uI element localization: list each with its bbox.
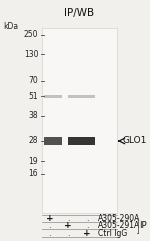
Text: 250: 250 bbox=[24, 30, 38, 40]
Bar bbox=[44, 95, 62, 98]
Text: A305-290A: A305-290A bbox=[98, 214, 140, 223]
Bar bbox=[68, 137, 95, 145]
Text: .: . bbox=[67, 228, 69, 238]
Text: 28: 28 bbox=[29, 136, 38, 146]
Text: IP: IP bbox=[140, 221, 147, 230]
Text: 130: 130 bbox=[24, 50, 38, 59]
Text: +: + bbox=[83, 228, 91, 238]
Text: .: . bbox=[48, 228, 51, 238]
Text: +: + bbox=[46, 214, 53, 223]
Text: +: + bbox=[64, 221, 72, 230]
Text: 16: 16 bbox=[29, 169, 38, 178]
Text: .: . bbox=[48, 221, 51, 230]
Text: 38: 38 bbox=[29, 111, 38, 120]
Text: 51: 51 bbox=[29, 92, 38, 101]
Bar bbox=[42, 28, 117, 213]
Text: .: . bbox=[67, 214, 69, 223]
Text: GLO1: GLO1 bbox=[123, 136, 147, 146]
Bar bbox=[68, 95, 95, 98]
Text: 19: 19 bbox=[29, 157, 38, 166]
Text: .: . bbox=[86, 221, 88, 230]
Text: .: . bbox=[86, 214, 88, 223]
Text: A305-291A: A305-291A bbox=[98, 221, 140, 230]
Text: Ctrl IgG: Ctrl IgG bbox=[98, 228, 127, 238]
Bar bbox=[44, 137, 62, 145]
Text: 70: 70 bbox=[28, 76, 38, 85]
Text: IP/WB: IP/WB bbox=[64, 8, 94, 18]
Text: kDa: kDa bbox=[4, 22, 19, 31]
